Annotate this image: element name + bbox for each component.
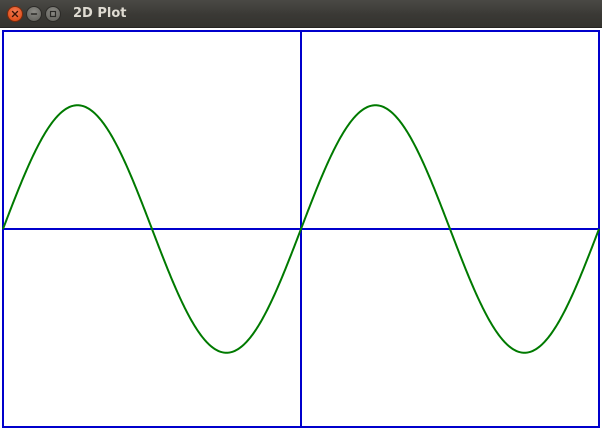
close-icon [11,10,19,18]
window-title: 2D Plot [73,6,127,21]
plot-canvas [0,28,602,430]
plot-svg [2,30,600,428]
minimize-icon [30,13,38,15]
close-button[interactable] [7,6,23,22]
sine-curve [2,104,600,354]
maximize-icon [49,10,57,18]
maximize-button[interactable] [45,6,61,22]
minimize-button[interactable] [26,6,42,22]
title-bar[interactable]: 2D Plot [0,0,602,28]
